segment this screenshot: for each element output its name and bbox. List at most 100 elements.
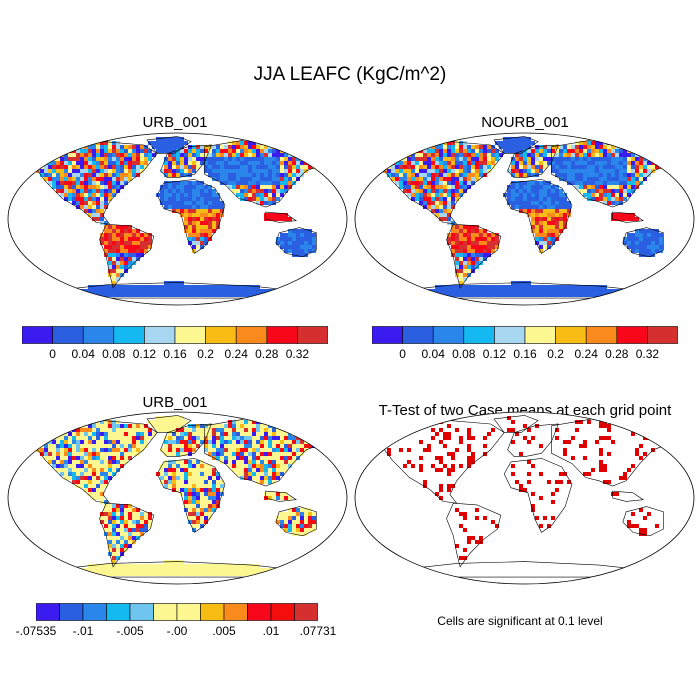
coastline-indonesia	[265, 490, 297, 502]
colorbar-swatch	[247, 603, 272, 621]
colorbar-swatch	[266, 326, 298, 344]
coastline-north-america	[378, 141, 505, 225]
colorbar-swatch	[223, 603, 248, 621]
colorbar-swatch	[36, 603, 60, 621]
colorbar-swatch	[106, 603, 131, 621]
colorbar-swatch	[129, 603, 154, 621]
colorbar-tick-label: -.005	[116, 624, 144, 638]
coastline-indonesia	[612, 490, 644, 502]
colorbar-tick-label: 0.08	[102, 347, 126, 361]
colorbar-swatch	[270, 603, 295, 621]
colorbar-swatch	[585, 326, 618, 344]
land-cells	[31, 415, 334, 578]
colorbar-tick-label: 0.24	[224, 347, 248, 361]
colorbar-swatch	[200, 603, 225, 621]
colorbar-urb-labels: 0 0.04 0.08 0.12 0.16 0.2 0.24 0.28 0.32	[22, 347, 328, 363]
colorbar-tick-label: -.01	[72, 624, 94, 638]
map-border	[354, 411, 695, 585]
coastline-africa	[503, 458, 573, 533]
colorbar-tick-label: 0.04	[421, 347, 445, 361]
map-border	[7, 132, 348, 306]
colorbar-tick-label: 0.16	[513, 347, 537, 361]
colorbar-swatch	[59, 603, 84, 621]
coastline-north-america	[31, 420, 158, 504]
colorbar-tick-label: -.00	[166, 624, 188, 638]
colorbar-tick-label: -.07535	[15, 624, 57, 638]
colorbar-tick-label: 0.28	[255, 347, 279, 361]
coastline-greenland	[146, 136, 192, 154]
colorbar-swatch	[647, 326, 678, 344]
colorbar-swatch	[113, 326, 145, 344]
colorbar-swatch	[402, 326, 434, 344]
coastline-australia	[622, 227, 664, 258]
coastline-indonesia	[265, 211, 297, 223]
coastline-south-america	[99, 502, 155, 568]
coastline-greenland	[146, 415, 192, 433]
colorbar-tick-label: 0.16	[163, 347, 187, 361]
map-diff	[7, 411, 348, 585]
colorbar-swatch	[616, 326, 648, 344]
map-border	[7, 411, 348, 585]
colorbar-tick-label: 0.24	[574, 347, 598, 361]
colorbar-swatch	[294, 603, 318, 621]
colorbar-swatch	[174, 326, 206, 344]
map-ttest	[354, 411, 695, 585]
colorbar-swatch	[205, 326, 237, 344]
colorbar-tick-label: .005	[212, 624, 236, 638]
panel-title-urb-line1: URB_001	[142, 114, 208, 131]
coastline-south-america	[446, 223, 502, 289]
colorbar-swatch	[176, 603, 201, 621]
colorbar-tick-label: 0.28	[605, 347, 629, 361]
panel-title-diff-line1: URB_001	[142, 394, 208, 411]
coastline-greenland	[493, 136, 539, 154]
coastline-australia	[622, 506, 664, 537]
coastline-africa	[156, 458, 226, 533]
land-cells	[378, 415, 681, 578]
map-border	[354, 132, 695, 306]
coastline-north-america	[378, 420, 505, 504]
colorbar-swatch	[235, 326, 268, 344]
coastline-north-america	[31, 141, 158, 225]
coastline-south-america	[99, 223, 155, 289]
colorbar-tick-label: 0.04	[71, 347, 95, 361]
colorbar-nourb	[372, 326, 678, 344]
colorbar-tick-label: 0.32	[635, 347, 660, 361]
colorbar-swatch	[144, 326, 176, 344]
coastline-indonesia	[612, 211, 644, 223]
colorbar-swatch	[82, 603, 107, 621]
colorbar-diff	[36, 603, 318, 621]
colorbar-swatch	[494, 326, 526, 344]
colorbar-swatch	[432, 326, 465, 344]
colorbar-swatch	[555, 326, 587, 344]
colorbar-tick-label: 0.08	[452, 347, 476, 361]
colorbar-nourb-labels: 0 0.04 0.08 0.12 0.16 0.2 0.24 0.28 0.32	[372, 347, 678, 363]
colorbar-tick-label: .07731	[299, 624, 337, 638]
colorbar-swatch	[82, 326, 115, 344]
significance-note: Cells are significant at 0.1 level	[437, 614, 603, 628]
colorbar-tick-label: 0.32	[285, 347, 310, 361]
colorbar-tick-label: 0.2	[547, 347, 564, 361]
figure-title: JJA LEAFC (KgC/m^2)	[253, 64, 447, 85]
panel-title-nourb-line1: NOURB_001	[481, 114, 569, 131]
map-urb	[7, 132, 348, 306]
coastline-greenland	[493, 415, 539, 433]
colorbar-diff-labels: -.07535 -.01 -.005 -.00 .005 .01 .07731	[16, 624, 337, 640]
coastline-australia	[275, 227, 317, 258]
colorbar-tick-label: 0.12	[482, 347, 507, 361]
colorbar-swatch	[463, 326, 495, 344]
colorbar-tick-label: 0	[399, 347, 406, 361]
colorbar-swatch	[372, 326, 403, 344]
colorbar-urb	[22, 326, 328, 344]
colorbar-tick-label: 0.12	[132, 347, 157, 361]
coastline-australia	[275, 506, 317, 537]
colorbar-tick-label: 0	[49, 347, 56, 361]
map-nourb	[354, 132, 695, 306]
colorbar-swatch	[22, 326, 53, 344]
coastline-africa	[503, 179, 573, 254]
colorbar-swatch	[297, 326, 328, 344]
coastline-south-america	[446, 502, 502, 568]
colorbar-tick-label: 0.2	[197, 347, 214, 361]
colorbar-swatch	[153, 603, 178, 621]
coastline-africa	[156, 179, 226, 254]
colorbar-swatch	[52, 326, 84, 344]
